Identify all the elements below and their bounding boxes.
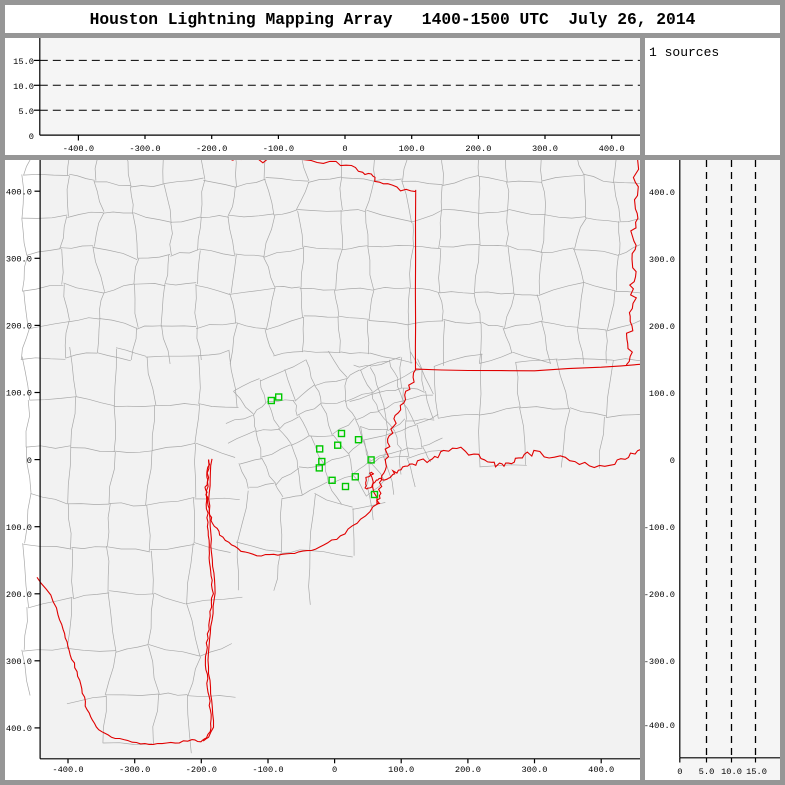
svg-text:10.0: 10.0: [13, 82, 34, 92]
svg-text:15.0: 15.0: [13, 57, 34, 67]
svg-text:0: 0: [670, 456, 675, 466]
svg-text:-100.0: -100.0: [645, 523, 675, 533]
svg-text:-200.0: -200.0: [186, 765, 217, 775]
svg-text:-300.0: -300.0: [129, 144, 160, 154]
svg-text:-400.0: -400.0: [645, 721, 675, 731]
svg-text:0: 0: [342, 144, 347, 154]
svg-text:-100.0: -100.0: [5, 523, 32, 533]
svg-text:400.0: 400.0: [588, 765, 614, 775]
svg-text:100.0: 100.0: [649, 389, 675, 399]
svg-text:-400.0: -400.0: [5, 724, 32, 734]
svg-text:-300.0: -300.0: [119, 765, 150, 775]
svg-text:200.0: 200.0: [6, 322, 32, 332]
svg-text:0: 0: [27, 456, 32, 466]
svg-text:200.0: 200.0: [465, 144, 491, 154]
svg-text:-200.0: -200.0: [196, 144, 227, 154]
svg-text:300.0: 300.0: [532, 144, 558, 154]
svg-text:100.0: 100.0: [388, 765, 414, 775]
svg-text:5.0: 5.0: [699, 767, 715, 777]
svg-text:0: 0: [29, 132, 34, 142]
svg-text:-100.0: -100.0: [263, 144, 294, 154]
svg-text:-400.0: -400.0: [63, 144, 94, 154]
svg-text:10.0: 10.0: [721, 767, 742, 777]
svg-text:200.0: 200.0: [649, 322, 675, 332]
svg-text:-400.0: -400.0: [52, 765, 83, 775]
svg-text:300.0: 300.0: [6, 255, 32, 265]
svg-text:0: 0: [677, 767, 682, 777]
svg-text:-200.0: -200.0: [645, 590, 675, 600]
svg-text:300.0: 300.0: [521, 765, 547, 775]
svg-text:-200.0: -200.0: [5, 590, 32, 600]
svg-text:300.0: 300.0: [649, 255, 675, 265]
svg-text:0: 0: [332, 765, 337, 775]
svg-text:400.0: 400.0: [649, 188, 675, 198]
svg-text:100.0: 100.0: [399, 144, 425, 154]
svg-text:15.0: 15.0: [746, 767, 767, 777]
svg-text:200.0: 200.0: [455, 765, 481, 775]
svg-text:-100.0: -100.0: [252, 765, 283, 775]
svg-text:5.0: 5.0: [18, 107, 34, 117]
svg-text:400.0: 400.0: [6, 187, 32, 197]
svg-text:-300.0: -300.0: [645, 657, 675, 667]
svg-text:100.0: 100.0: [6, 389, 32, 399]
svg-text:400.0: 400.0: [599, 144, 625, 154]
svg-text:-300.0: -300.0: [5, 657, 32, 667]
